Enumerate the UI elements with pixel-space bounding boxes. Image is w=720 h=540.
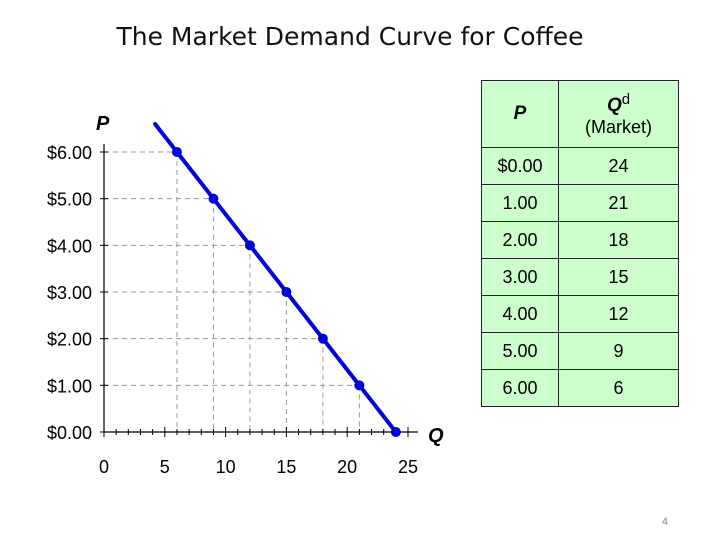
y-tick-label: $3.00 (47, 283, 92, 303)
cell-price: 2.00 (481, 221, 559, 259)
cell-quantity: 21 (558, 184, 679, 222)
data-point (244, 240, 255, 251)
header-quantity-superscript: d (621, 90, 631, 108)
x-tick-label: 5 (160, 457, 170, 477)
header-price: P (481, 80, 559, 148)
y-tick-label: $2.00 (47, 330, 92, 350)
y-tick-label: $6.00 (47, 143, 92, 163)
cell-price: 3.00 (481, 258, 559, 296)
header-quantity-label: Q (606, 94, 622, 116)
data-point (171, 147, 182, 157)
y-tick-label: $5.00 (47, 190, 92, 210)
table-row: 6.00 6 (481, 369, 679, 407)
cell-price: $0.00 (481, 147, 559, 185)
cell-price: 1.00 (481, 184, 559, 222)
cell-quantity: 24 (558, 147, 679, 185)
tick-labels: $0.00 $1.00 $2.00 $3.00 $4.00 $5.00 $6.00 0 5 10 1… (47, 143, 418, 477)
demand-series (153, 122, 401, 437)
slide-title: The Market Demand Curve for Coffee (116, 22, 584, 51)
table-row: 5.00 9 (481, 332, 679, 370)
data-point (390, 427, 401, 437)
cell-quantity: 12 (558, 295, 679, 333)
data-point (281, 287, 292, 297)
data-point (354, 380, 365, 391)
cell-price: 6.00 (481, 369, 559, 407)
cell-quantity: 18 (558, 221, 679, 259)
table-header-row: P Qd (Market) (481, 80, 679, 148)
x-axis-label: Q (428, 425, 444, 447)
x-tick-label: 25 (398, 457, 418, 477)
cell-quantity: 6 (558, 369, 679, 407)
cell-price: 4.00 (481, 295, 559, 333)
data-point (208, 193, 219, 204)
demand-chart: $0.00 $1.00 $2.00 $3.00 $4.00 $5.00 $6.00 0 5 10 1… (47, 113, 444, 477)
x-tick-label: 10 (216, 457, 236, 477)
table-row: 1.00 21 (481, 184, 679, 222)
x-tick-label: 20 (337, 457, 357, 477)
y-tick-label: $0.00 (47, 423, 92, 443)
demand-line (153, 122, 398, 434)
y-tick-label: $1.00 (47, 376, 92, 396)
table-row: 3.00 15 (481, 258, 679, 296)
guide-lines (104, 151, 360, 432)
header-price-label: P (513, 103, 527, 124)
x-tick-label: 0 (99, 457, 109, 477)
x-tick-label: 15 (276, 457, 296, 477)
page-number: 4 (661, 516, 668, 528)
data-point (317, 333, 328, 344)
header-quantity: Qd (Market) (558, 80, 679, 148)
y-axis-label: P (96, 113, 110, 135)
header-quantity-sub: (Market) (585, 116, 652, 137)
table-row: 2.00 18 (481, 221, 679, 259)
y-tick-label: $4.00 (47, 236, 92, 256)
table-row: $0.00 24 (481, 147, 679, 185)
cell-quantity: 15 (558, 258, 679, 296)
cell-price: 5.00 (481, 332, 559, 370)
tick-marks (100, 151, 409, 437)
axes (103, 144, 418, 433)
cell-quantity: 9 (558, 332, 679, 370)
demand-schedule-table: P Qd (Market) $0.00 24 1.00 21 2.00 18 3… (481, 80, 679, 407)
table-row: 4.00 12 (481, 295, 679, 333)
